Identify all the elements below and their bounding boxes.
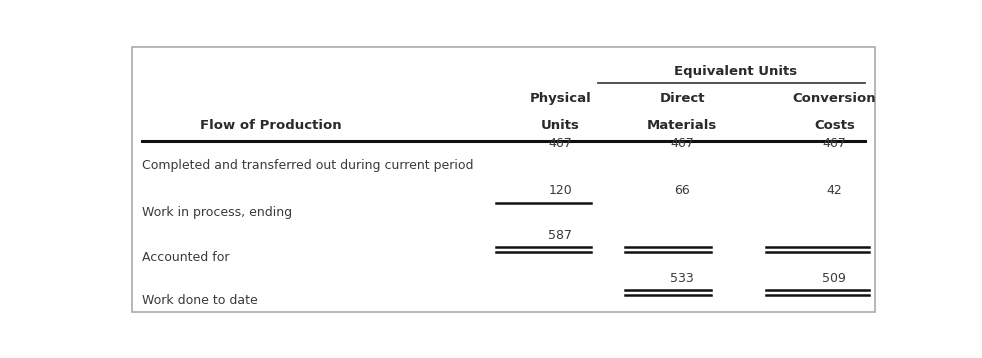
Text: Costs: Costs	[814, 119, 854, 132]
Text: Accounted for: Accounted for	[141, 251, 229, 265]
Text: Materials: Materials	[647, 119, 717, 132]
Text: Work in process, ending: Work in process, ending	[141, 206, 292, 219]
Text: 533: 533	[671, 272, 694, 285]
Text: 66: 66	[675, 184, 690, 197]
Text: 467: 467	[671, 137, 694, 150]
Text: 587: 587	[548, 229, 573, 242]
Text: 509: 509	[822, 272, 846, 285]
Text: Equivalent Units: Equivalent Units	[674, 66, 797, 78]
Text: 42: 42	[827, 184, 843, 197]
Text: Direct: Direct	[659, 92, 705, 105]
Text: Physical: Physical	[529, 92, 591, 105]
Text: 467: 467	[823, 137, 846, 150]
Text: 467: 467	[549, 137, 573, 150]
Text: Completed and transferred out during current period: Completed and transferred out during cur…	[141, 159, 473, 172]
Text: 120: 120	[549, 184, 573, 197]
Text: Conversion: Conversion	[792, 92, 876, 105]
Text: Flow of Production: Flow of Production	[200, 119, 342, 132]
Text: Work done to date: Work done to date	[141, 294, 257, 307]
Text: Units: Units	[541, 119, 579, 132]
FancyBboxPatch shape	[132, 47, 875, 312]
